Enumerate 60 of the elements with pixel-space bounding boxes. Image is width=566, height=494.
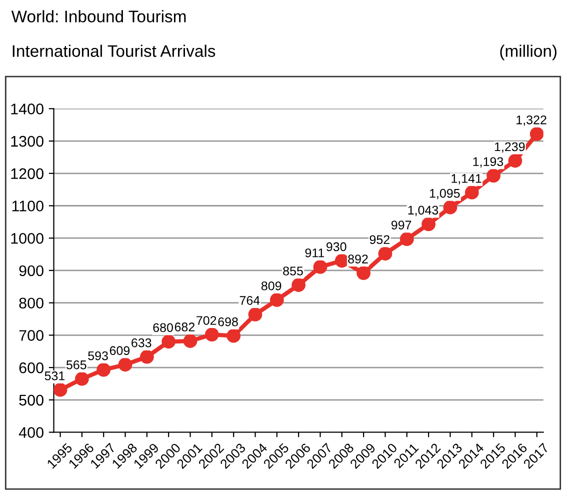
data-label: 593 (88, 351, 108, 360)
y-tick-label: 500 (19, 394, 44, 406)
point (530, 126, 544, 141)
data-label: 809 (261, 281, 282, 290)
chart-subtitle: International Tourist Arrivals (12, 44, 216, 57)
point (334, 254, 349, 268)
data-label: 911 (305, 248, 324, 258)
data-label: 531 (44, 371, 65, 380)
y-tick-label: 1400 (11, 104, 44, 114)
point (183, 334, 198, 348)
y-tick-label: 1200 (11, 168, 44, 180)
point (270, 292, 284, 307)
data-label: 680 (153, 323, 173, 332)
data-label: 930 (326, 242, 346, 252)
point (443, 200, 458, 214)
data-label: 633 (132, 338, 152, 348)
data-label: 702 (196, 316, 216, 325)
data-label: 855 (283, 266, 303, 276)
y-tick-label: 900 (19, 265, 44, 276)
point (356, 266, 370, 280)
point (248, 308, 262, 322)
y-tick-label: 1300 (11, 136, 44, 147)
point (292, 278, 306, 292)
data-label: 1,239 (494, 142, 525, 153)
data-label: 1,322 (516, 115, 546, 126)
point (204, 328, 219, 342)
point (74, 372, 89, 386)
data-label: 1,043 (408, 206, 438, 216)
data-label: 565 (66, 360, 86, 370)
point (54, 382, 68, 397)
point (96, 362, 111, 377)
data-label: 1,193 (473, 157, 504, 168)
data-label: 1,141 (452, 174, 482, 184)
y-tick-label: 600 (19, 362, 44, 374)
y-tick-label: 700 (19, 330, 44, 341)
y-tick-label: 400 (18, 427, 44, 438)
point (226, 328, 241, 343)
point (162, 334, 176, 349)
point (140, 350, 154, 364)
data-label: 1,095 (430, 188, 460, 200)
y-tick-label: 1000 (11, 232, 44, 244)
data-label: 997 (391, 220, 412, 230)
data-label: 698 (218, 317, 238, 326)
point (486, 168, 500, 183)
data-label: 609 (110, 346, 130, 356)
chart-title: World: Inbound Tourism (11, 10, 186, 22)
data-label: 682 (174, 322, 194, 332)
y-axis-title: (million) (500, 44, 556, 60)
point (378, 246, 392, 261)
point (464, 186, 479, 200)
point (313, 260, 328, 274)
data-label: 892 (348, 254, 368, 264)
y-tick-label: 800 (19, 298, 44, 309)
data-label: 764 (240, 296, 260, 305)
point (400, 232, 414, 246)
point (508, 154, 522, 168)
point (118, 358, 132, 372)
data-label: 952 (370, 235, 390, 244)
point (422, 217, 436, 232)
y-tick-label: 1100 (12, 200, 44, 212)
